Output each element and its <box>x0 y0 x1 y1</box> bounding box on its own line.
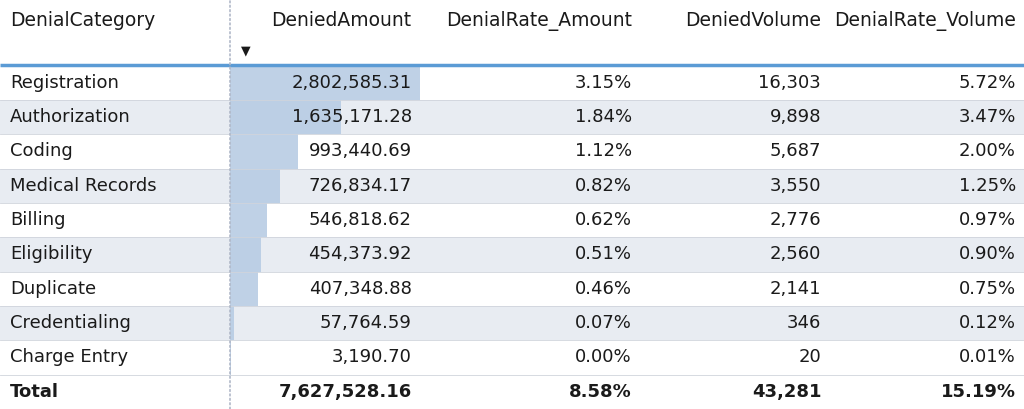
Bar <box>0 65 1024 100</box>
Text: Registration: Registration <box>10 74 119 92</box>
Text: Authorization: Authorization <box>10 108 131 126</box>
Bar <box>0 340 1024 375</box>
Bar <box>230 100 341 134</box>
Bar <box>0 169 1024 203</box>
Text: 1.12%: 1.12% <box>574 142 632 160</box>
Text: 0.75%: 0.75% <box>958 280 1016 298</box>
Bar <box>230 237 261 272</box>
Text: 1.25%: 1.25% <box>958 177 1016 195</box>
Text: Eligibility: Eligibility <box>10 245 93 263</box>
Text: 2,141: 2,141 <box>770 280 821 298</box>
Text: 3.47%: 3.47% <box>958 108 1016 126</box>
Bar <box>230 134 298 169</box>
Text: Duplicate: Duplicate <box>10 280 96 298</box>
Text: 3,550: 3,550 <box>770 177 821 195</box>
Text: DeniedVolume: DeniedVolume <box>685 11 821 30</box>
Bar <box>0 100 1024 134</box>
Text: 15.19%: 15.19% <box>941 383 1016 401</box>
Text: DenialRate_Amount: DenialRate_Amount <box>445 11 632 31</box>
Text: 43,281: 43,281 <box>752 383 821 401</box>
Bar <box>230 203 267 237</box>
Text: 8.58%: 8.58% <box>569 383 632 401</box>
Text: 726,834.17: 726,834.17 <box>308 177 412 195</box>
Text: 993,440.69: 993,440.69 <box>308 142 412 160</box>
Text: 0.90%: 0.90% <box>958 245 1016 263</box>
Bar <box>0 272 1024 306</box>
Bar <box>230 169 280 203</box>
Text: 3,190.70: 3,190.70 <box>332 348 412 366</box>
Text: Coding: Coding <box>10 142 73 160</box>
Text: 5.72%: 5.72% <box>958 74 1016 92</box>
Text: 2,776: 2,776 <box>770 211 821 229</box>
Text: 0.97%: 0.97% <box>958 211 1016 229</box>
Text: 3.15%: 3.15% <box>574 74 632 92</box>
Text: 454,373.92: 454,373.92 <box>308 245 412 263</box>
Text: Charge Entry: Charge Entry <box>10 348 128 366</box>
Text: 9,898: 9,898 <box>770 108 821 126</box>
Bar <box>230 306 234 340</box>
Bar <box>230 65 420 100</box>
Text: 0.51%: 0.51% <box>574 245 632 263</box>
Text: 0.12%: 0.12% <box>958 314 1016 332</box>
Text: Medical Records: Medical Records <box>10 177 157 195</box>
Text: ▼: ▼ <box>241 45 250 58</box>
Bar <box>0 203 1024 237</box>
Bar <box>230 272 258 306</box>
Text: Total: Total <box>10 383 59 401</box>
Text: 0.07%: 0.07% <box>574 314 632 332</box>
Text: DenialRate_Volume: DenialRate_Volume <box>834 11 1016 31</box>
Bar <box>0 306 1024 340</box>
Text: 2.00%: 2.00% <box>958 142 1016 160</box>
Text: 0.46%: 0.46% <box>574 280 632 298</box>
Text: 346: 346 <box>786 314 821 332</box>
Text: 1.84%: 1.84% <box>574 108 632 126</box>
Text: 7,627,528.16: 7,627,528.16 <box>279 383 412 401</box>
Text: 546,818.62: 546,818.62 <box>309 211 412 229</box>
Text: 5,687: 5,687 <box>770 142 821 160</box>
Text: Billing: Billing <box>10 211 66 229</box>
Text: 0.01%: 0.01% <box>959 348 1016 366</box>
Text: 2,560: 2,560 <box>770 245 821 263</box>
Text: 407,348.88: 407,348.88 <box>309 280 412 298</box>
Bar <box>0 0 1024 65</box>
Bar <box>0 375 1024 409</box>
Text: Credentialing: Credentialing <box>10 314 131 332</box>
Text: 16,303: 16,303 <box>759 74 821 92</box>
Text: 0.00%: 0.00% <box>575 348 632 366</box>
Text: 20: 20 <box>799 348 821 366</box>
Text: DeniedAmount: DeniedAmount <box>271 11 412 30</box>
Text: 2,802,585.31: 2,802,585.31 <box>292 74 412 92</box>
Text: DenialCategory: DenialCategory <box>10 11 156 30</box>
Text: 57,764.59: 57,764.59 <box>319 314 412 332</box>
Text: 0.82%: 0.82% <box>574 177 632 195</box>
Text: 0.62%: 0.62% <box>574 211 632 229</box>
Text: 1,635,171.28: 1,635,171.28 <box>292 108 412 126</box>
Bar <box>0 237 1024 272</box>
Bar <box>0 134 1024 169</box>
